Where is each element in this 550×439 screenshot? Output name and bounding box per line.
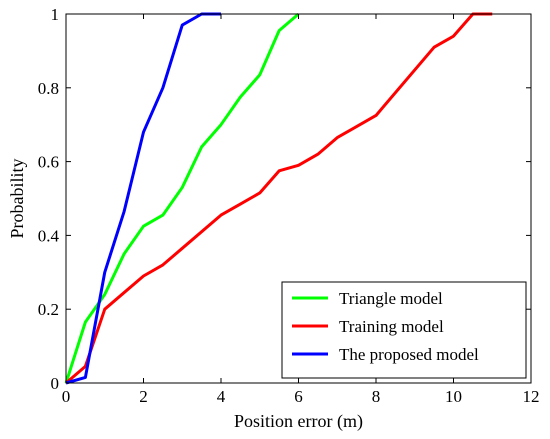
series-line-3 <box>65 12 221 385</box>
x-tick-label: 8 <box>372 387 381 406</box>
legend-label-1: Triangle model <box>339 289 443 308</box>
y-axis-label: Probability <box>7 159 27 239</box>
axes-layer: 0 2 4 6 8 10 12 0 0.2 0.4 0.6 0.8 1 <box>38 5 540 406</box>
y-tick-label: 0 <box>51 374 60 393</box>
y-tick-label: 1 <box>51 5 60 24</box>
series-line-2 <box>65 12 493 385</box>
x-axis-label: Position error (m) <box>234 411 363 432</box>
y-tick-label: 0.8 <box>38 79 59 98</box>
x-tick-label: 2 <box>139 387 148 406</box>
x-tick-label: 12 <box>523 387 540 406</box>
legend-label-2: Training model <box>339 317 444 336</box>
y-tick-label: 0.6 <box>38 153 59 172</box>
x-tick-label: 10 <box>445 387 462 406</box>
y-tick-label: 0.4 <box>38 226 60 245</box>
x-tick-label: 0 <box>62 387 71 406</box>
x-tick-label: 6 <box>294 387 303 406</box>
legend-label-3: The proposed model <box>339 345 479 364</box>
series-line-1 <box>64 12 300 384</box>
y-tick-label: 0.2 <box>38 300 59 319</box>
series-layer <box>64 12 493 385</box>
x-tick-label: 4 <box>217 387 226 406</box>
legend: Triangle model Training model The proposed… <box>281 281 527 379</box>
